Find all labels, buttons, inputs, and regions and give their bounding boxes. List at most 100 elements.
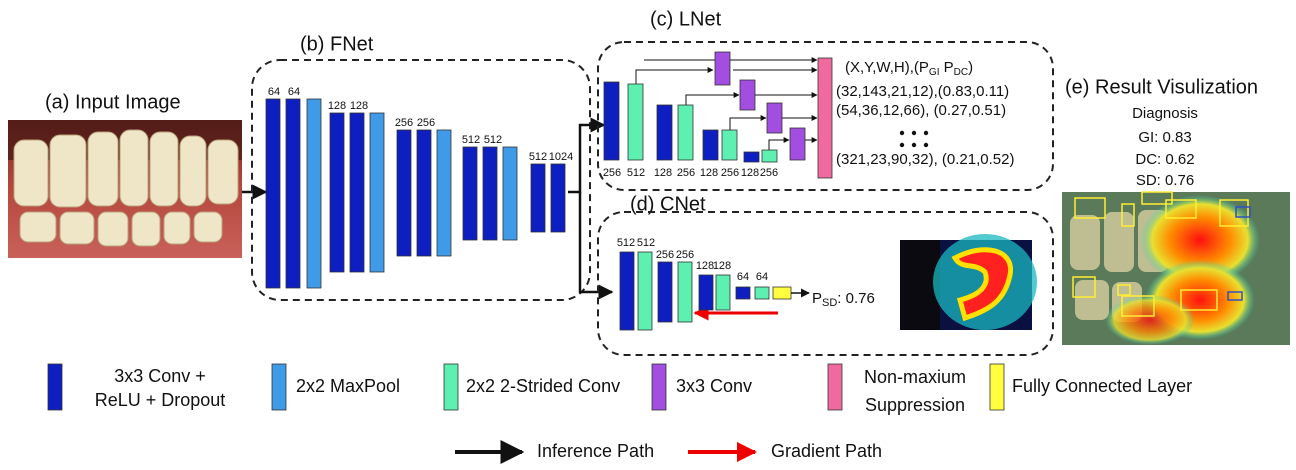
legend-label: Gradient Path: [771, 441, 882, 461]
channel-label: 256: [677, 167, 695, 179]
layer: [307, 99, 321, 288]
ellipsis: [900, 131, 928, 147]
layer: [638, 252, 652, 330]
layer: [417, 130, 431, 256]
layer: [463, 147, 477, 240]
layer: [678, 262, 692, 322]
layer: [483, 147, 497, 240]
channel-label: 512: [529, 151, 547, 163]
legend-label: 3x3 Conv: [676, 376, 752, 396]
layer: [266, 99, 280, 288]
channel-label: 512: [484, 134, 502, 146]
channel-label: 128: [700, 167, 718, 179]
input-photo: [8, 120, 242, 258]
channel-label: 128: [696, 260, 714, 272]
layer: [437, 130, 451, 256]
layer: [703, 130, 718, 160]
channel-label: 128: [654, 167, 672, 179]
panel-label: (e) Result Visulization: [1065, 76, 1258, 98]
layer: [818, 58, 832, 178]
legend-label: Non-maxium: [864, 367, 966, 387]
layer: [740, 80, 755, 110]
layer: [551, 164, 565, 232]
channel-label: 1024: [549, 151, 573, 163]
text: P: [919, 59, 929, 76]
diagnosis-score: DC: 0.62: [1135, 151, 1194, 168]
channel-label: 512: [462, 134, 480, 146]
arrow: [580, 192, 612, 292]
text: P: [812, 290, 822, 307]
channel-label: 256: [676, 249, 694, 261]
layer: [503, 147, 517, 240]
channel-label: 64: [737, 271, 749, 283]
cam-heatmap: [900, 234, 1037, 330]
layer: [722, 130, 737, 160]
panel-label: (b) FNet: [300, 33, 374, 55]
panel-label: (a) Input Image: [45, 91, 181, 113]
layer: [678, 105, 693, 160]
output-header: (X,Y,W,H),(PGI PDC): [845, 59, 973, 78]
layer: [762, 150, 777, 162]
layer: [699, 275, 713, 310]
legend-label: Inference Path: [537, 441, 654, 461]
result-photo: [1062, 192, 1290, 345]
text: ): [968, 59, 973, 76]
channel-label: 512: [637, 237, 655, 249]
layer: [715, 52, 730, 85]
layer: [620, 252, 634, 330]
channel-label: 256: [721, 167, 739, 179]
arrow: [568, 125, 604, 192]
lnet-outputs: (X,Y,W,H),(PGI PDC) (32,143,21,12),(0.83…: [836, 59, 1014, 168]
layer: [744, 152, 759, 162]
legend-label: ReLU + Dropout: [95, 390, 226, 410]
channel-label: 512: [627, 167, 645, 179]
text: (X,Y,W,H),(: [845, 59, 919, 76]
layer: [604, 82, 619, 160]
layer: [773, 287, 791, 299]
channel-label: 64: [288, 86, 300, 98]
layer: [531, 164, 545, 232]
legend-label: Suppression: [865, 395, 965, 415]
legend-label: Fully Connected Layer: [1012, 376, 1192, 396]
layer: [755, 287, 769, 299]
diagram: (a) Input Image (b) FNet 646412812825625…: [0, 0, 1296, 470]
channel-label: 256: [395, 117, 413, 129]
layer: [350, 113, 364, 272]
layer: [370, 113, 384, 272]
diagnosis-heading: Diagnosis: [1132, 105, 1198, 122]
layer: [790, 128, 805, 160]
layer: [658, 262, 672, 322]
legend-label: 2x2 MaxPool: [296, 376, 400, 396]
channel-label: 256: [760, 167, 778, 179]
panel-label: (c) LNet: [650, 8, 722, 30]
channel-label: 256: [656, 249, 674, 261]
diagnosis-score: GI: 0.83: [1138, 129, 1191, 146]
output-row: (32,143,21,12),(0.83,0.11): [836, 83, 1009, 100]
cnet-score: PSD: 0.76: [812, 290, 875, 309]
channel-label: 128: [328, 100, 346, 112]
channel-label: 128: [350, 100, 368, 112]
diagnosis-score: SD: 0.76: [1136, 172, 1194, 189]
text: P: [939, 59, 953, 76]
layer: [330, 113, 344, 272]
subscript: SD: [822, 297, 837, 309]
layer: [657, 105, 672, 160]
output-row: (54,36,12,66), (0.27,0.51): [836, 102, 1006, 119]
output-row: (321,23,90,32), (0.21,0.52): [836, 151, 1014, 168]
channel-label: 256: [417, 117, 435, 129]
layer: [767, 103, 782, 133]
channel-label: 512: [617, 237, 635, 249]
channel-label: 64: [756, 271, 768, 283]
channel-label: 64: [268, 86, 280, 98]
layer: [736, 287, 750, 299]
legend: 3x3 Conv + ReLU + Dropout 2x2 MaxPool 2x…: [48, 364, 1192, 461]
channel-label: 128: [713, 260, 731, 272]
layer: [716, 275, 730, 310]
layer: [628, 84, 643, 160]
subscript: DC: [954, 67, 968, 78]
subscript: GI: [929, 67, 940, 78]
text: : 0.76: [837, 290, 875, 307]
channel-label: 256: [603, 167, 621, 179]
